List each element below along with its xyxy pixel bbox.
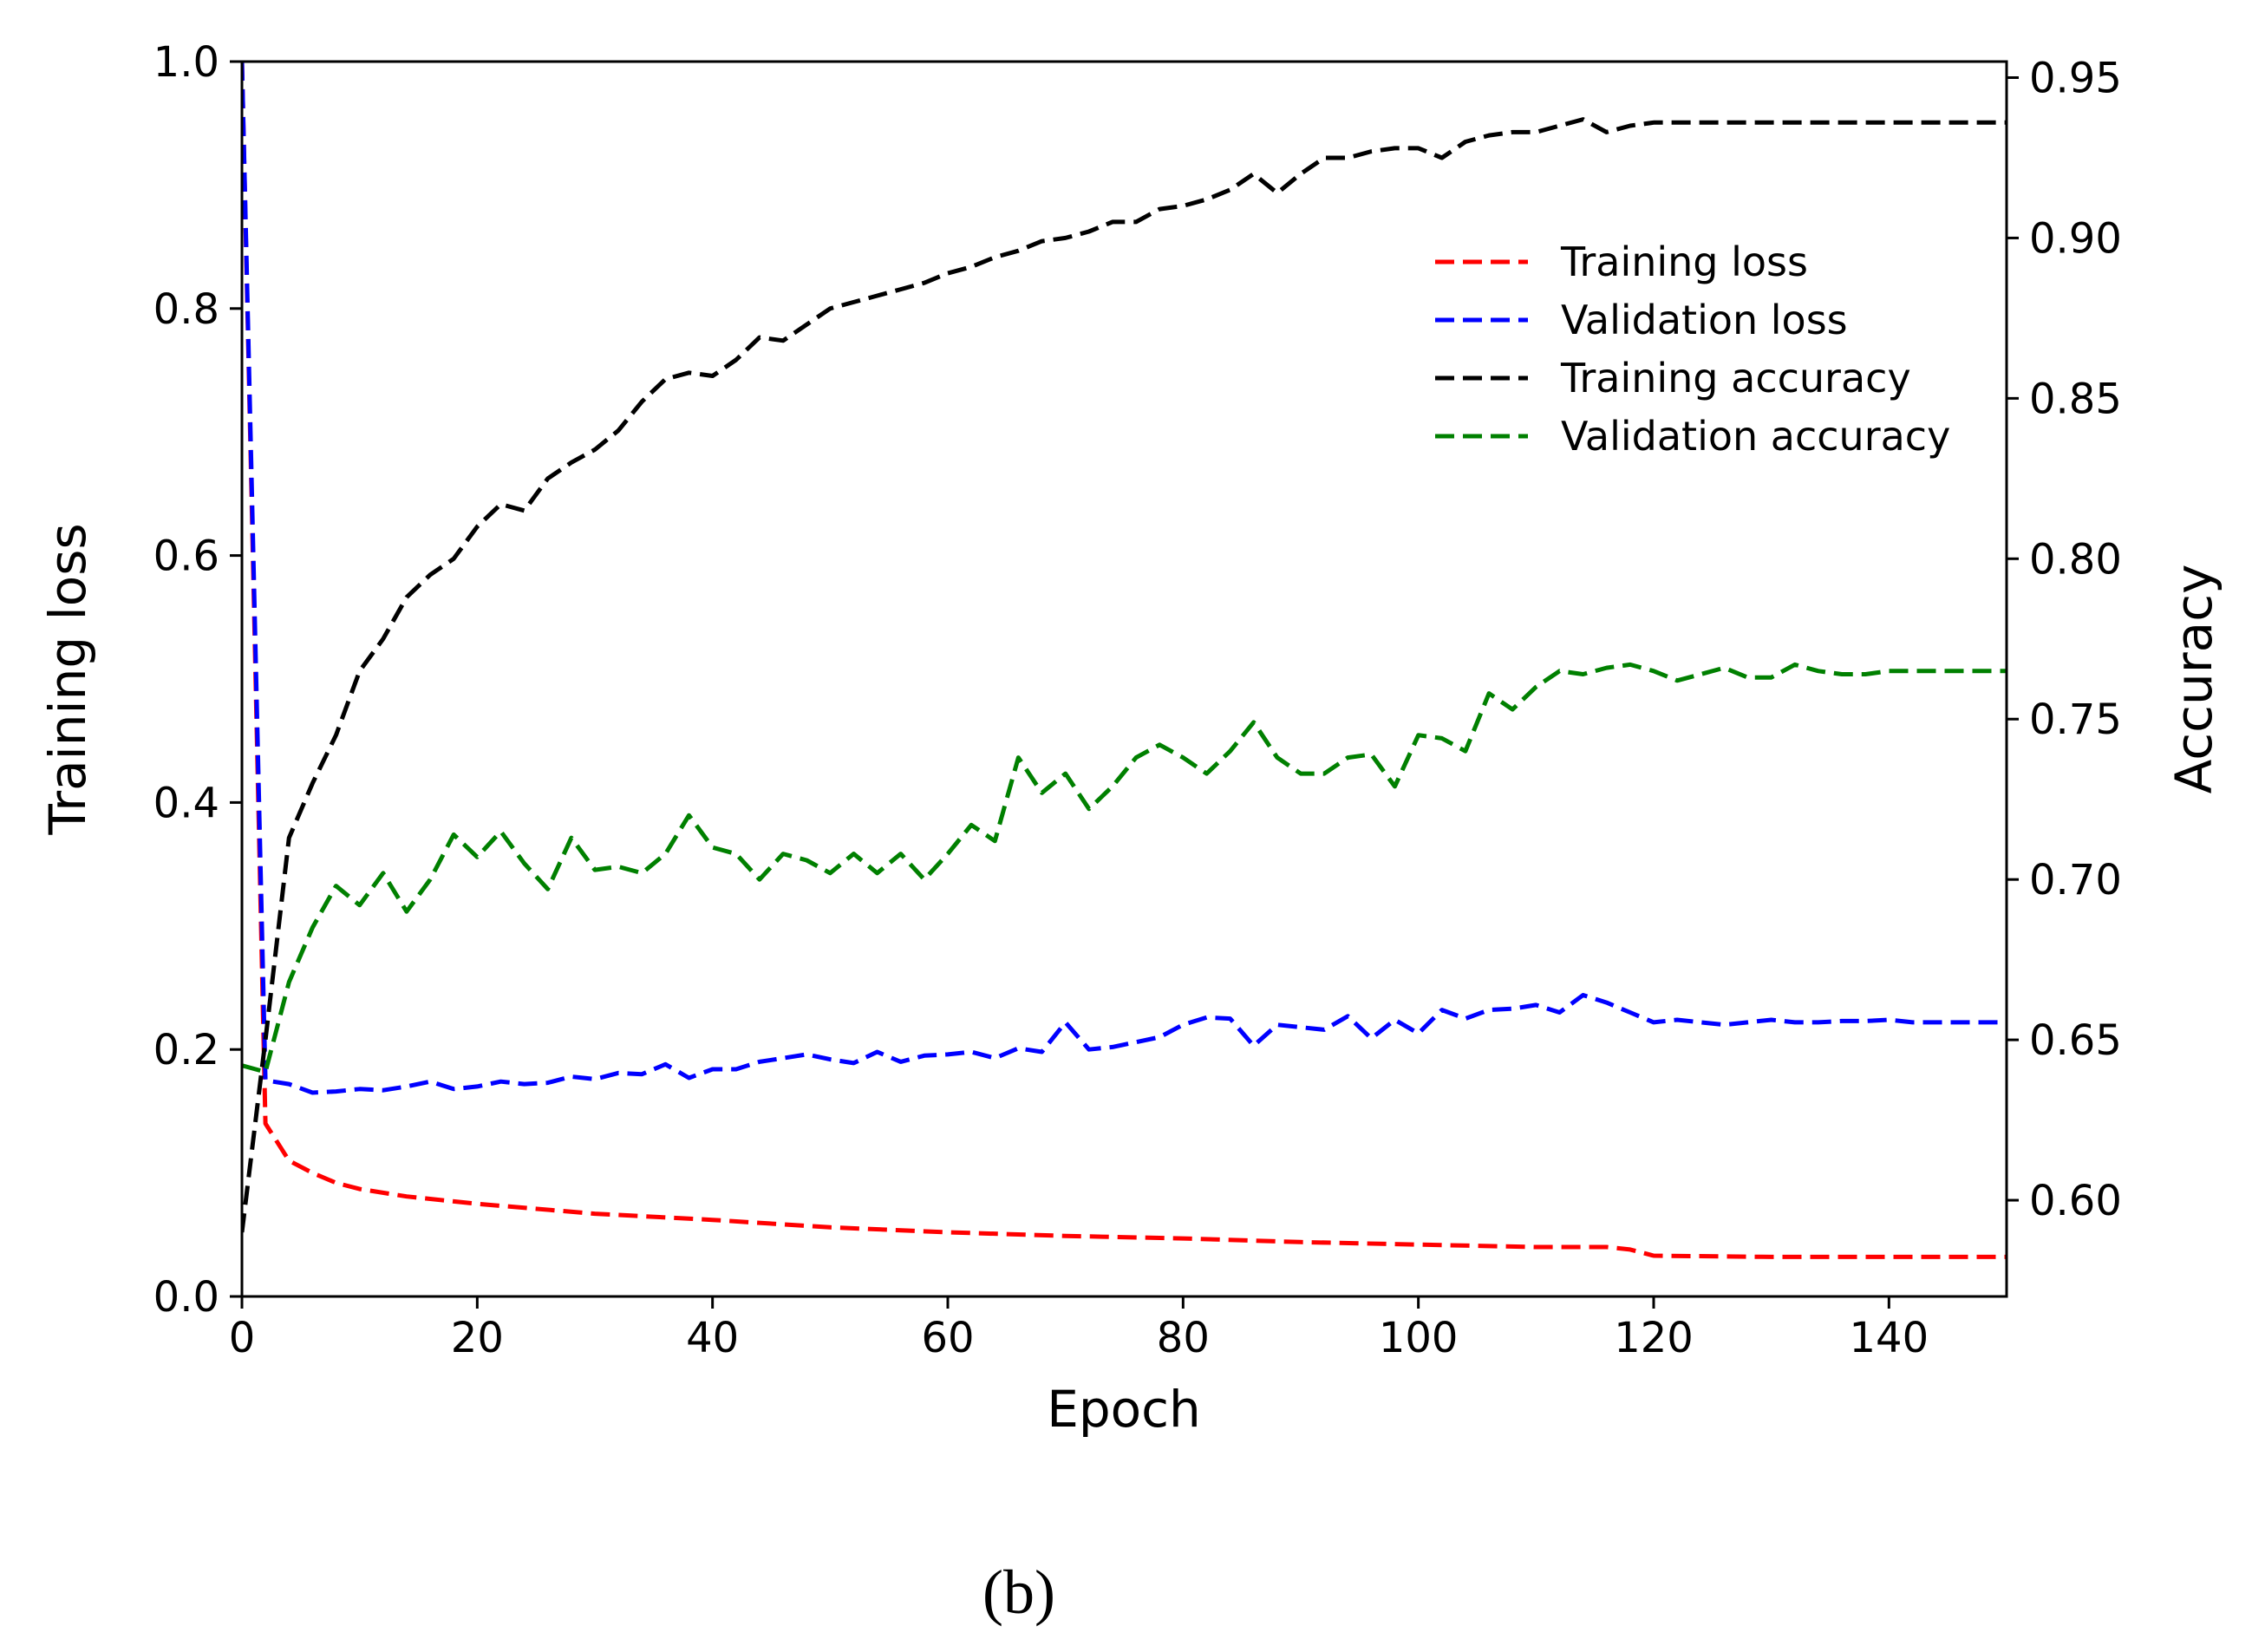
y-left-tick-label: 0.2 [153, 1026, 219, 1074]
legend-label-training-loss: Training loss [1560, 238, 1808, 285]
x-tick-label: 100 [1379, 1314, 1459, 1362]
y-right-tick-label: 0.90 [2029, 214, 2122, 263]
x-tick-label: 140 [1850, 1314, 1929, 1362]
y-left-tick-label: 0.6 [153, 532, 219, 581]
legend-label-validation-accuracy: Validation accuracy [1561, 413, 1950, 460]
y-left-tick-label: 0.8 [153, 285, 219, 334]
y-right-axis-ticks: 0.60 0.65 0.70 0.75 0.80 0.85 0.90 0.95 [2007, 54, 2122, 1225]
y-right-axis-title: Accuracy [2164, 565, 2223, 794]
panel-label: (b) [982, 1557, 1055, 1627]
x-axis-title: Epoch [1047, 1380, 1201, 1439]
y-right-tick-label: 0.60 [2029, 1177, 2122, 1225]
plot-frame [240, 60, 2008, 1298]
legend-label-validation-loss: Validation loss [1561, 297, 1848, 343]
series-layer [242, 62, 2007, 1259]
y-right-tick-label: 0.70 [2029, 856, 2122, 904]
series-line-validation-accuracy [242, 662, 2007, 1074]
x-tick-label: 80 [1157, 1314, 1210, 1362]
y-right-tick-label: 0.80 [2029, 535, 2122, 584]
series-line-training-loss [242, 62, 2007, 1259]
x-axis-ticks: 0 20 40 60 80 100 120 140 [229, 1296, 1929, 1362]
y-right-tick-label: 0.85 [2029, 375, 2122, 423]
y-right-tick-label: 0.75 [2029, 695, 2122, 744]
x-tick-label: 40 [686, 1314, 739, 1362]
legend-label-training-accuracy: Training accuracy [1560, 355, 1911, 402]
series-line-training-accuracy [242, 117, 2007, 1233]
x-tick-label: 120 [1614, 1314, 1694, 1362]
y-right-tick-label: 0.95 [2029, 54, 2122, 102]
series-line-validation-loss [242, 62, 2007, 1095]
x-tick-label: 20 [451, 1314, 504, 1362]
legend: Training loss Validation loss Training acc… [1435, 238, 1950, 460]
x-tick-label: 0 [229, 1314, 256, 1362]
y-left-axis-ticks: 0.0 0.2 0.4 0.6 0.8 1.0 [153, 38, 242, 1322]
x-tick-label: 60 [921, 1314, 974, 1362]
y-right-tick-label: 0.65 [2029, 1016, 2122, 1065]
y-left-axis-title: Training loss [38, 523, 97, 835]
y-left-tick-label: 0.0 [153, 1273, 219, 1322]
y-left-tick-label: 1.0 [153, 38, 219, 87]
y-left-tick-label: 0.4 [153, 779, 219, 827]
